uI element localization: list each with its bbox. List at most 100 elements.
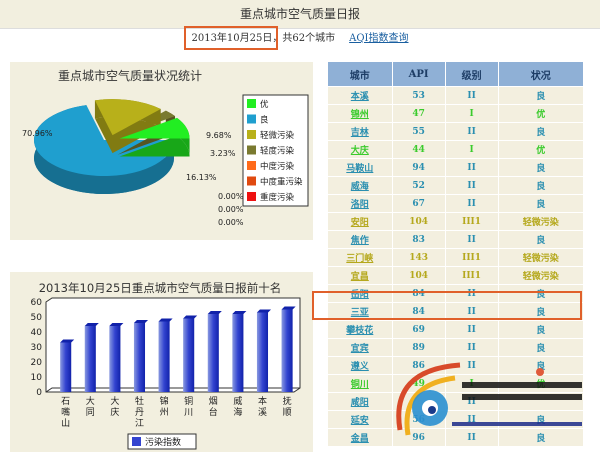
bar bbox=[133, 323, 146, 392]
status-value: 良 bbox=[497, 356, 585, 375]
y-tick-label: 20 bbox=[31, 358, 43, 368]
bar-legend bbox=[127, 433, 197, 450]
level-value: III1 bbox=[444, 266, 499, 285]
page-title: 重点城市空气质量日报 bbox=[0, 0, 600, 29]
level-value: I bbox=[444, 374, 499, 393]
bar-top bbox=[60, 339, 75, 343]
api-value: 89 bbox=[391, 338, 446, 357]
status-value: 轻微污染 bbox=[497, 248, 585, 267]
table-row: 咸阳 II bbox=[327, 392, 585, 411]
table-row: 锦州 47 I 优 bbox=[327, 104, 585, 123]
pie-data-label: 0.00% bbox=[218, 192, 244, 201]
table-row: 攀枝花 69 II 良 bbox=[327, 320, 585, 339]
api-value: 84 bbox=[391, 302, 446, 321]
x-tick-label: 铜川 bbox=[184, 397, 194, 418]
legend-swatch bbox=[247, 192, 256, 201]
status-value: 优 bbox=[497, 374, 585, 393]
bar-top bbox=[84, 323, 99, 326]
pie-chart: 重点城市空气质量状况统计 9.68% 70.96% 16.13% 3.23% 0.00% 0… bbox=[22, 68, 309, 227]
status-value: 良 bbox=[497, 338, 585, 357]
level-value: II bbox=[444, 122, 499, 141]
status-value: 良 bbox=[497, 122, 585, 141]
status-value: 良 bbox=[497, 86, 585, 105]
api-value: 55 bbox=[391, 122, 446, 141]
level-value: II bbox=[444, 410, 499, 429]
level-value: II bbox=[444, 284, 499, 303]
city-link[interactable]: 安阳 bbox=[327, 212, 393, 231]
city-link[interactable]: 威海 bbox=[327, 176, 393, 195]
pie-slice bbox=[94, 99, 161, 136]
col-city: 城市 bbox=[327, 61, 393, 87]
aqi-query-link[interactable]: AQI指数查询 bbox=[349, 33, 409, 44]
y-tick-label: 60 bbox=[31, 298, 43, 308]
table-row: 遵义 86 II 良 bbox=[327, 356, 585, 375]
legend-label: 良 bbox=[260, 115, 269, 126]
api-value: 84 bbox=[391, 284, 446, 303]
x-tick-label: 石嘴山 bbox=[61, 397, 71, 429]
table-row: 安阳 104 III1 轻微污染 bbox=[327, 212, 585, 231]
bar-panel: 2013年10月25日重点城市空气质量日报前十名 0 10 20 30 40 50 60 污染指… bbox=[10, 272, 313, 452]
pie-slice bbox=[34, 105, 174, 176]
legend-label: 污染指数 bbox=[145, 436, 181, 448]
status-value: 优 bbox=[497, 104, 585, 123]
pie-data-label: 0.00% bbox=[218, 218, 244, 227]
city-link[interactable]: 宜昌 bbox=[327, 266, 393, 285]
bar bbox=[183, 318, 195, 392]
status-value: 良 bbox=[497, 158, 585, 177]
pie-title: 重点城市空气质量状况统计 bbox=[58, 68, 202, 83]
city-link[interactable]: 金昌 bbox=[327, 428, 393, 447]
pie-data-label: 70.96% bbox=[22, 129, 53, 138]
city-link[interactable]: 本溪 bbox=[327, 86, 393, 105]
level-value: II bbox=[444, 338, 499, 357]
status-value: 优 bbox=[497, 140, 585, 159]
city-link[interactable]: 锦州 bbox=[327, 104, 393, 123]
x-tick-label: 抚顺 bbox=[282, 397, 292, 418]
city-link[interactable]: 宜宾 bbox=[327, 338, 393, 357]
api-value: 94 bbox=[391, 158, 446, 177]
status-value: 轻微污染 bbox=[497, 212, 585, 231]
level-value: II bbox=[444, 392, 499, 411]
legend-label: 优 bbox=[260, 99, 269, 110]
bar bbox=[281, 309, 293, 392]
bar-top bbox=[281, 306, 296, 310]
city-link[interactable]: 攀枝花 bbox=[327, 320, 393, 339]
city-link[interactable]: 马鞍山 bbox=[327, 158, 393, 177]
legend-label: 中度重污染 bbox=[260, 177, 303, 188]
api-value: 96 bbox=[391, 428, 446, 447]
city-link[interactable]: 洛阳 bbox=[327, 194, 393, 213]
status-value: 良 bbox=[497, 302, 585, 321]
legend-swatch bbox=[247, 161, 256, 170]
bar-top bbox=[158, 318, 173, 322]
city-link[interactable]: 遵义 bbox=[327, 356, 393, 375]
table-row: 威海 52 II 良 bbox=[327, 176, 585, 195]
city-link[interactable]: 焦作 bbox=[327, 230, 393, 249]
city-link[interactable]: 咸阳 bbox=[327, 392, 393, 411]
table-row: 马鞍山 94 II 良 bbox=[327, 158, 585, 177]
col-level: 级别 bbox=[444, 61, 499, 87]
city-link[interactable]: 三门峡 bbox=[327, 248, 393, 267]
x-tick-label: 烟台 bbox=[208, 397, 218, 418]
y-tick-label: 40 bbox=[31, 328, 43, 338]
city-link[interactable]: 延安 bbox=[327, 410, 393, 429]
city-link[interactable]: 大庆 bbox=[327, 140, 393, 159]
api-value: 143 bbox=[391, 248, 446, 267]
status-value bbox=[497, 392, 585, 411]
api-value: 83 bbox=[391, 230, 446, 249]
legend-swatch bbox=[247, 114, 256, 124]
bar bbox=[256, 312, 269, 392]
city-link[interactable]: 吉林 bbox=[327, 122, 393, 141]
x-tick-label: 牡丹江 bbox=[134, 397, 144, 429]
bar-top bbox=[232, 311, 247, 314]
col-status: 状况 bbox=[497, 61, 585, 87]
bar bbox=[232, 314, 244, 392]
legend-swatch bbox=[247, 130, 256, 139]
level-value: I bbox=[444, 104, 499, 123]
city-link[interactable]: 铜川 bbox=[327, 374, 393, 393]
api-value: 49 bbox=[391, 374, 446, 393]
pie-slice bbox=[119, 117, 190, 139]
y-tick-label: 30 bbox=[31, 343, 43, 353]
level-value: II bbox=[444, 194, 499, 213]
status-value: 良 bbox=[497, 194, 585, 213]
pie-data-label: 0.00% bbox=[218, 205, 244, 214]
y-tick-label: 50 bbox=[31, 313, 43, 323]
